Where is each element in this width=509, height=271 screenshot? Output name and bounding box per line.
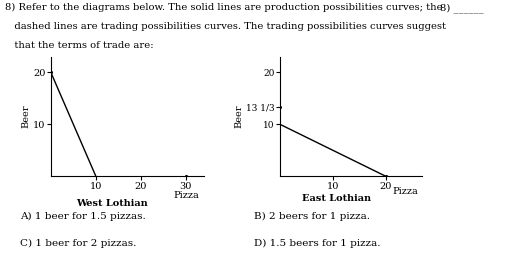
Y-axis label: Beer: Beer: [21, 105, 30, 128]
Text: East Lothian: East Lothian: [302, 194, 372, 203]
Text: Pizza: Pizza: [173, 191, 199, 200]
Text: 8) Refer to the diagrams below. The solid lines are production possibilities cur: 8) Refer to the diagrams below. The soli…: [5, 3, 443, 12]
Text: dashed lines are trading possibilities curves. The trading possibilities curves : dashed lines are trading possibilities c…: [5, 22, 446, 31]
Text: C) 1 beer for 2 pizzas.: C) 1 beer for 2 pizzas.: [20, 238, 137, 248]
Text: 8) ______: 8) ______: [440, 3, 484, 12]
Text: that the terms of trade are:: that the terms of trade are:: [5, 41, 154, 50]
Text: D) 1.5 beers for 1 pizza.: D) 1.5 beers for 1 pizza.: [254, 238, 381, 248]
Text: A) 1 beer for 1.5 pizzas.: A) 1 beer for 1.5 pizzas.: [20, 211, 146, 221]
Text: B) 2 beers for 1 pizza.: B) 2 beers for 1 pizza.: [254, 211, 371, 221]
Text: Pizza: Pizza: [392, 187, 418, 196]
Y-axis label: Beer: Beer: [234, 105, 243, 128]
Text: West Lothian: West Lothian: [76, 199, 148, 208]
